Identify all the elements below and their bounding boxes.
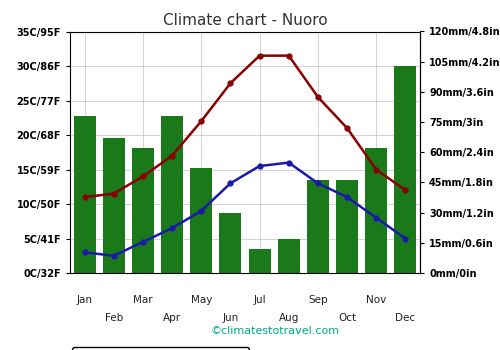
Bar <box>220 213 242 273</box>
Text: Jun: Jun <box>222 313 238 323</box>
Text: Jul: Jul <box>254 295 266 305</box>
Text: Jan: Jan <box>76 295 92 305</box>
Text: ©climatestotravel.com: ©climatestotravel.com <box>210 326 340 336</box>
Bar <box>248 249 270 273</box>
Text: Oct: Oct <box>338 313 356 323</box>
Text: Sep: Sep <box>308 295 328 305</box>
Bar <box>74 116 96 273</box>
Bar <box>307 181 329 273</box>
Bar <box>103 138 124 273</box>
Bar <box>190 168 212 273</box>
Text: Mar: Mar <box>133 295 152 305</box>
Text: Nov: Nov <box>366 295 386 305</box>
Bar <box>366 148 387 273</box>
Title: Climate chart - Nuoro: Climate chart - Nuoro <box>162 13 328 28</box>
Bar <box>161 116 183 273</box>
Bar <box>336 181 358 273</box>
Text: Dec: Dec <box>396 313 415 323</box>
Text: Feb: Feb <box>104 313 123 323</box>
Bar <box>278 239 299 273</box>
Bar <box>132 148 154 273</box>
Legend: Prec, Min, Max: Prec, Min, Max <box>72 347 249 350</box>
Bar <box>394 66 416 273</box>
Text: Aug: Aug <box>278 313 299 323</box>
Text: Apr: Apr <box>163 313 181 323</box>
Text: May: May <box>190 295 212 305</box>
